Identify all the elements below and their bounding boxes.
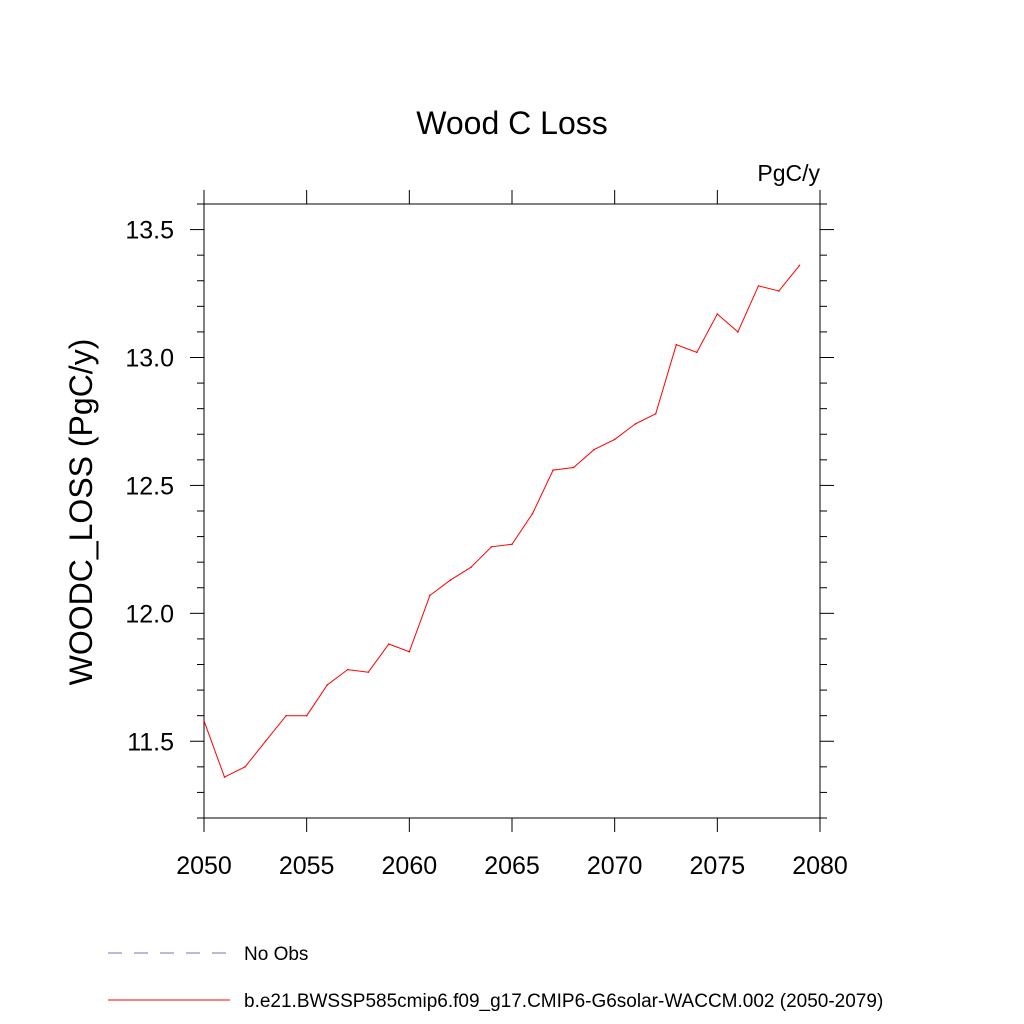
ticks-layer: 2050 2055 2060 2065 2070 2075 2080 11.5 12.0 12.5… [125, 190, 848, 880]
data-point [757, 285, 760, 287]
data-point [778, 290, 780, 292]
data-point [696, 351, 698, 354]
x-tick-label: 2055 [279, 852, 335, 880]
y-tick-label: 13.5 [125, 217, 174, 245]
legend: No Obs b.e21.BWSSP585cmip6.f09_g17.CMIP6-… [108, 944, 883, 1012]
data-point [511, 543, 513, 546]
data-point [613, 438, 616, 441]
series-line [203, 265, 800, 778]
legend-label: b.e21.BWSSP585cmip6.f09_g17.CMIP6-G6sola… [244, 991, 883, 1012]
y-axis-label: WOODC_LOSS (PgC/y) [63, 339, 99, 686]
data-point [449, 579, 452, 581]
data-point [305, 714, 308, 717]
data-point [716, 313, 719, 315]
data-point [264, 740, 267, 743]
data-point [531, 512, 534, 515]
y-tick-label: 11.5 [127, 728, 174, 756]
data-point [408, 650, 411, 653]
y-tick-label: 12.0 [125, 600, 174, 628]
data-point [654, 412, 657, 415]
y-tick-label: 13.0 [125, 345, 174, 373]
y-tick-label: 12.5 [125, 472, 174, 500]
x-tick-label: 2070 [587, 852, 643, 880]
chart-title: Wood C Loss [416, 105, 608, 141]
data-point [470, 566, 472, 569]
data-point [203, 719, 205, 722]
data-point [429, 594, 431, 597]
data-point [552, 469, 554, 471]
x-tick-label: 2060 [382, 852, 438, 880]
data-point [593, 448, 595, 451]
plot-frame [203, 203, 821, 819]
data-point [326, 684, 329, 686]
x-tick-label: 2075 [690, 852, 746, 880]
series-layer [203, 264, 801, 778]
legend-label: No Obs [244, 944, 308, 965]
data-point [388, 643, 390, 645]
data-point [737, 331, 739, 333]
data-point [675, 343, 678, 346]
data-point [798, 264, 801, 267]
data-point [346, 668, 349, 671]
data-point [285, 714, 287, 717]
x-tick-label: 2050 [176, 852, 232, 880]
data-point [634, 423, 636, 425]
x-tick-label: 2080 [792, 852, 848, 880]
data-point [223, 776, 226, 778]
data-point [367, 671, 370, 673]
data-point [490, 546, 493, 548]
units-label: PgC/y [757, 160, 820, 186]
data-point [244, 766, 246, 768]
data-point [572, 466, 575, 469]
x-tick-label: 2065 [484, 852, 540, 880]
